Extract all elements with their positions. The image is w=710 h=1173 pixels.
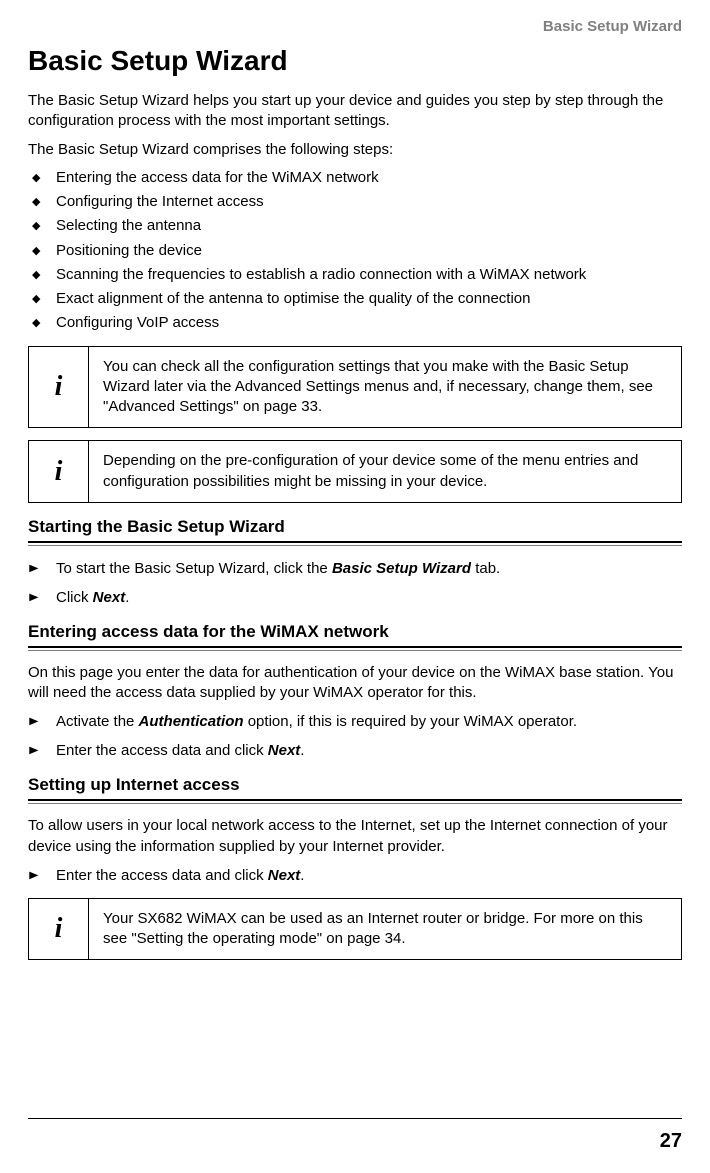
subheading-starting-wizard: Starting the Basic Setup Wizard [28, 517, 682, 537]
ui-term: Next [268, 867, 301, 884]
access-data-steps-list: Activate the Authentication option, if t… [28, 711, 682, 761]
list-item: Configuring the Internet access [28, 192, 682, 212]
internet-access-paragraph: To allow users in your local network acc… [28, 816, 682, 857]
info-box-advanced-settings: i You can check all the configuration se… [28, 346, 682, 429]
info-box-preconfiguration: i Depending on the pre-configuration of … [28, 440, 682, 503]
step-text: . [300, 742, 304, 759]
footer-divider [28, 1118, 682, 1119]
heading-rule [28, 799, 682, 804]
intro-paragraph-1: The Basic Setup Wizard helps you start u… [28, 91, 682, 132]
step-text: Activate the [56, 713, 139, 730]
step-text: tab. [471, 560, 500, 577]
info-icon: i [29, 441, 89, 502]
info-text: You can check all the configuration sett… [89, 347, 681, 428]
header-section-label: Basic Setup Wizard [28, 18, 682, 35]
info-text: Your SX682 WiMAX can be used as an Inter… [89, 899, 681, 960]
info-box-router-bridge: i Your SX682 WiMAX can be used as an Int… [28, 898, 682, 961]
heading-rule [28, 646, 682, 651]
info-icon: i [29, 899, 89, 960]
list-item: To start the Basic Setup Wizard, click t… [28, 558, 682, 579]
step-text: Enter the access data and click [56, 867, 268, 884]
access-data-paragraph: On this page you enter the data for auth… [28, 663, 682, 704]
list-item: Configuring VoIP access [28, 313, 682, 333]
list-item: Selecting the antenna [28, 216, 682, 236]
list-item: Enter the access data and click Next. [28, 865, 682, 886]
step-text: . [125, 589, 129, 606]
page-title: Basic Setup Wizard [28, 45, 682, 77]
page-number: 27 [660, 1130, 682, 1153]
step-text: Enter the access data and click [56, 742, 268, 759]
list-item: Positioning the device [28, 241, 682, 261]
step-text: Click [56, 589, 93, 606]
starting-steps-list: To start the Basic Setup Wizard, click t… [28, 558, 682, 608]
steps-bullet-list: Entering the access data for the WiMAX n… [28, 168, 682, 334]
step-text: To start the Basic Setup Wizard, click t… [56, 560, 332, 577]
heading-rule [28, 541, 682, 546]
list-item: Activate the Authentication option, if t… [28, 711, 682, 732]
ui-term: Next [268, 742, 301, 759]
ui-term: Next [93, 589, 126, 606]
step-text: option, if this is required by your WiMA… [244, 713, 577, 730]
ui-term: Basic Setup Wizard [332, 560, 471, 577]
intro-paragraph-2: The Basic Setup Wizard comprises the fol… [28, 140, 682, 160]
list-item: Enter the access data and click Next. [28, 740, 682, 761]
subheading-access-data: Entering access data for the WiMAX netwo… [28, 622, 682, 642]
list-item: Scanning the frequencies to establish a … [28, 265, 682, 285]
list-item: Click Next. [28, 587, 682, 608]
step-text: . [300, 867, 304, 884]
ui-term: Authentication [139, 713, 244, 730]
internet-access-steps-list: Enter the access data and click Next. [28, 865, 682, 886]
subheading-internet-access: Setting up Internet access [28, 775, 682, 795]
info-text: Depending on the pre-configuration of yo… [89, 441, 681, 502]
info-icon: i [29, 347, 89, 428]
list-item: Entering the access data for the WiMAX n… [28, 168, 682, 188]
list-item: Exact alignment of the antenna to optimi… [28, 289, 682, 309]
